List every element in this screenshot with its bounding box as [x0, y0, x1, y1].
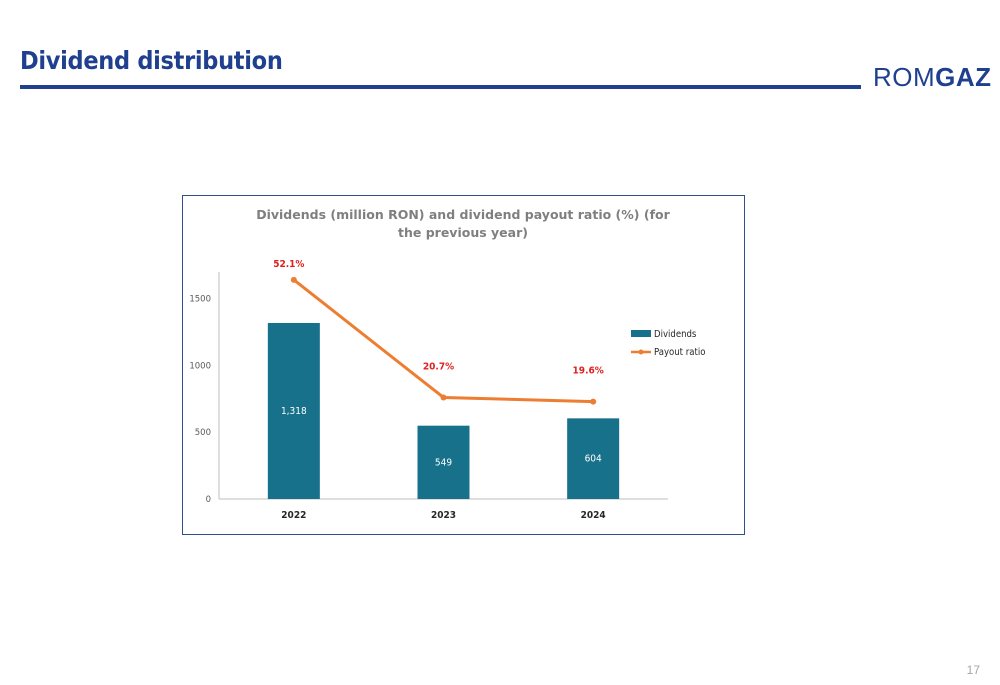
legend-label-dividends: Dividends [654, 329, 697, 340]
chart-container: Dividends (million RON) and dividend pay… [182, 195, 745, 535]
bar-data-label: 549 [435, 457, 452, 468]
line-data-label: 52.1% [273, 259, 304, 270]
line-payout-ratio [292, 278, 594, 404]
line-data-label: 20.7% [423, 361, 454, 372]
line-data-label: 19.6% [573, 366, 604, 377]
line-point-payout [440, 394, 447, 401]
bar-dividends [417, 425, 470, 499]
legend-marker-payout [638, 349, 644, 355]
chart-plot: 0 500 1000 1500 1,318 2022 549 2023 604 2024 52.1%… [189, 259, 705, 521]
y-tick-label: 500 [195, 428, 211, 438]
page-title: Dividend distribution [20, 46, 283, 75]
line-point-payout [590, 398, 597, 405]
y-tick-label: 1000 [189, 361, 211, 371]
bar-dividends [567, 418, 620, 499]
x-tick-label: 2023 [431, 510, 456, 521]
legend-label-payout: Payout ratio [654, 347, 705, 358]
page-number: 17 [966, 663, 980, 677]
bar-data-label: 1,318 [281, 406, 307, 417]
logo-text-light: ROM [873, 62, 936, 92]
legend-swatch-dividends [631, 330, 651, 337]
chart-title: Dividends (million RON) and dividend pay… [256, 207, 670, 240]
title-divider [20, 85, 861, 89]
bar-data-label: 604 [585, 454, 602, 465]
y-tick-label: 0 [206, 495, 211, 505]
x-tick-label: 2024 [581, 510, 606, 521]
line-point-payout [290, 276, 297, 283]
x-tick-label: 2022 [281, 510, 306, 521]
bar-dividends [267, 323, 320, 499]
y-tick-label: 1500 [189, 295, 211, 305]
romgaz-logo: ROMGAZ [873, 62, 992, 93]
logo-text-bold: GAZ [935, 62, 992, 92]
